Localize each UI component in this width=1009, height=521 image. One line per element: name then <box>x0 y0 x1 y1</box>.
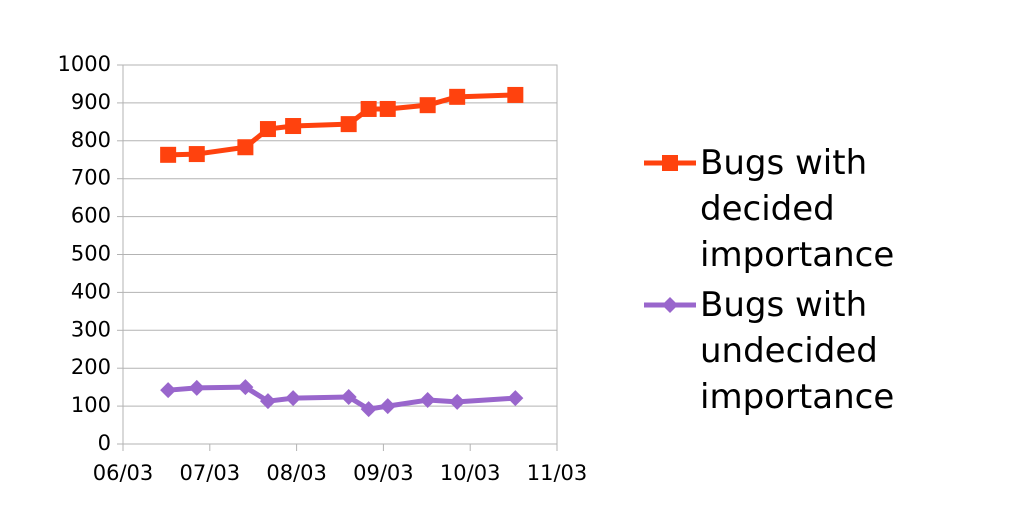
marker <box>360 401 377 418</box>
y-tick-label: 100 <box>71 393 111 417</box>
y-tick-label: 400 <box>71 279 111 303</box>
marker <box>419 97 436 114</box>
marker <box>237 379 254 396</box>
y-tick-label: 700 <box>71 166 111 190</box>
marker <box>379 100 396 117</box>
marker <box>259 393 276 410</box>
marker <box>379 398 396 415</box>
y-tick-label: 300 <box>71 317 111 341</box>
legend-label: Bugs with undecided importance <box>700 285 895 417</box>
y-tick-label: 900 <box>71 90 111 114</box>
marker <box>662 155 678 171</box>
marker <box>285 390 302 407</box>
legend: Bugs with decided importance Bugs with un… <box>640 140 940 424</box>
marker <box>419 392 436 409</box>
legend-item: Bugs with undecided importance <box>640 282 940 420</box>
marker <box>285 118 302 135</box>
marker <box>160 382 177 399</box>
marker <box>340 116 357 133</box>
y-tick-label: 600 <box>71 204 111 228</box>
x-tick-label: 08/03 <box>266 461 327 485</box>
y-tick-label: 0 <box>98 431 111 455</box>
legend-label: Bugs with decided importance <box>700 143 895 275</box>
marker <box>237 139 254 156</box>
y-tick-label: 800 <box>71 128 111 152</box>
marker <box>507 390 524 407</box>
marker <box>188 146 205 163</box>
marker <box>259 121 276 138</box>
marker <box>160 146 177 163</box>
legend-item: Bugs with decided importance <box>640 140 940 278</box>
legend-key <box>644 297 696 313</box>
marker <box>662 297 678 313</box>
y-tick-label: 1000 <box>58 52 111 76</box>
y-tick-label: 500 <box>71 242 111 266</box>
x-tick-label: 07/03 <box>180 461 241 485</box>
marker <box>360 100 377 117</box>
x-tick-label: 10/03 <box>440 461 501 485</box>
marker <box>449 88 466 105</box>
x-tick-label: 11/03 <box>527 461 588 485</box>
y-tick-label: 200 <box>71 355 111 379</box>
marker <box>188 379 205 396</box>
plot-frame <box>122 64 558 445</box>
x-tick-label: 09/03 <box>353 461 414 485</box>
marker <box>340 389 357 406</box>
legend-key <box>644 155 696 171</box>
marker <box>507 86 524 103</box>
marker <box>449 393 466 410</box>
x-tick-label: 06/03 <box>93 461 154 485</box>
